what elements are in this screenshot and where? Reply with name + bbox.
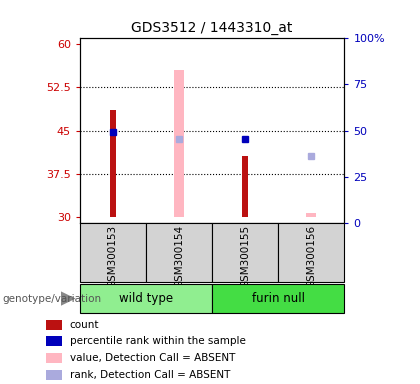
Bar	[46, 336, 62, 346]
Bar	[306, 213, 316, 217]
Bar	[242, 157, 249, 217]
Polygon shape	[61, 291, 76, 306]
Text: GSM300154: GSM300154	[174, 225, 184, 288]
Text: GSM300155: GSM300155	[240, 225, 250, 288]
Bar	[46, 320, 62, 330]
Bar	[278, 223, 344, 282]
Text: value, Detection Call = ABSENT: value, Detection Call = ABSENT	[70, 353, 235, 363]
Text: wild type: wild type	[119, 292, 173, 305]
Bar	[212, 284, 344, 313]
Text: GSM300153: GSM300153	[108, 225, 118, 288]
Bar	[46, 370, 62, 380]
Bar	[174, 70, 184, 217]
Text: GSM300156: GSM300156	[306, 225, 316, 288]
Bar	[46, 353, 62, 363]
Title: GDS3512 / 1443310_at: GDS3512 / 1443310_at	[131, 21, 293, 35]
Bar	[146, 223, 212, 282]
Text: count: count	[70, 320, 99, 330]
Text: percentile rank within the sample: percentile rank within the sample	[70, 336, 246, 346]
Bar	[110, 111, 116, 217]
Text: furin null: furin null	[252, 292, 305, 305]
Bar	[80, 223, 146, 282]
Bar	[80, 284, 212, 313]
Text: genotype/variation: genotype/variation	[2, 293, 101, 304]
Bar	[212, 223, 278, 282]
Text: rank, Detection Call = ABSENT: rank, Detection Call = ABSENT	[70, 370, 230, 380]
